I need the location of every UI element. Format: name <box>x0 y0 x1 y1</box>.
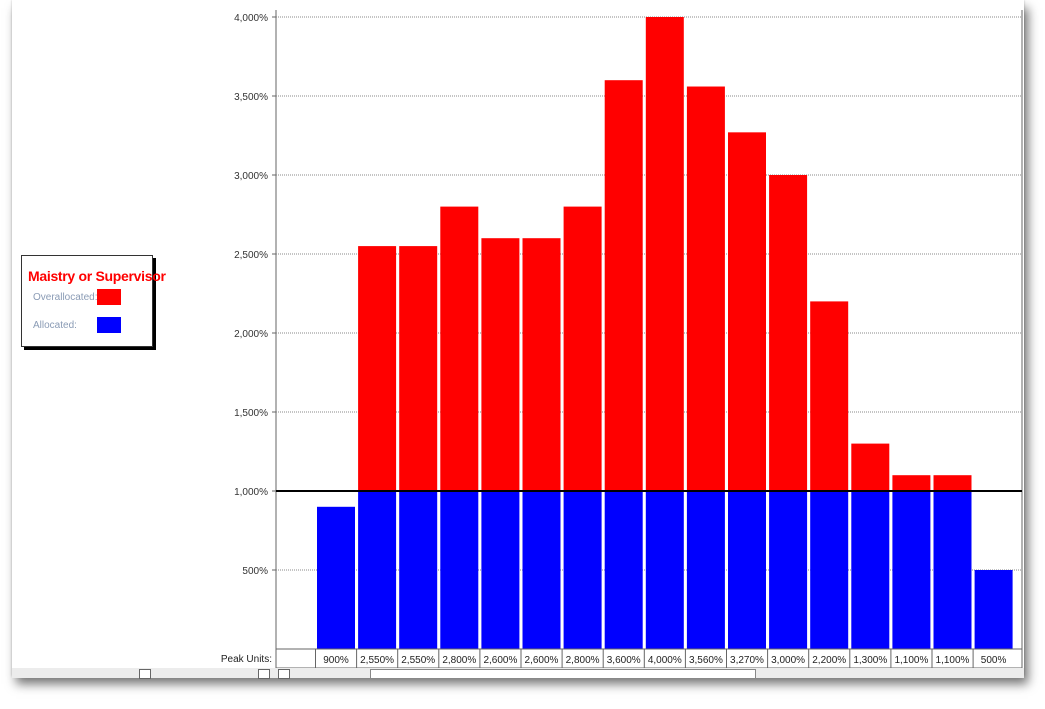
peak-units-value: 1,100% <box>894 655 928 666</box>
bar-overallocated <box>645 17 684 491</box>
bar-allocated <box>974 570 1013 649</box>
bar-allocated <box>481 491 520 649</box>
peak-units-value: 2,800% <box>442 655 476 666</box>
bar-allocated <box>645 491 684 649</box>
peak-units-value: 3,560% <box>689 655 723 666</box>
legend-overallocated-label: Overallocated: <box>33 292 98 303</box>
bar-allocated <box>851 491 890 649</box>
peak-units-value: 500% <box>981 655 1007 666</box>
y-tick-label: 1,000% <box>234 487 268 498</box>
bar-allocated <box>686 491 725 649</box>
legend-title: Maistry or Supervisor <box>28 268 166 284</box>
bar-overallocated <box>933 475 972 491</box>
y-tick-label: 2,500% <box>234 250 268 261</box>
peak-units-value: 1,100% <box>936 655 970 666</box>
peak-units-label: Peak Units: <box>221 654 272 665</box>
peak-units-value: 2,550% <box>401 655 435 666</box>
peak-units-value: 1,300% <box>853 655 887 666</box>
bar-overallocated <box>892 475 931 491</box>
bar-allocated <box>810 491 849 649</box>
y-tick-label: 3,000% <box>234 171 268 182</box>
bar-allocated <box>933 491 972 649</box>
bar-allocated <box>358 491 397 649</box>
scroll-left-arrow[interactable] <box>139 669 151 679</box>
peak-units-value: 2,550% <box>360 655 394 666</box>
peak-units-value: 900% <box>323 655 349 666</box>
legend: Maistry or Supervisor Overallocated: All… <box>21 255 166 347</box>
bar-allocated <box>728 491 766 649</box>
peak-units-value: 2,600% <box>525 655 559 666</box>
scroll-right-arrow[interactable] <box>258 669 270 679</box>
bar-overallocated <box>440 206 479 491</box>
bar-overallocated <box>810 301 849 491</box>
bar-overallocated <box>604 80 643 491</box>
scroll-thumb[interactable] <box>370 669 756 679</box>
bar-overallocated <box>481 238 520 491</box>
legend-allocated-swatch <box>97 317 121 333</box>
peak-units-value: 3,600% <box>607 655 641 666</box>
bar-overallocated <box>686 86 725 492</box>
bar-allocated <box>604 491 643 649</box>
peak-units-value: 3,270% <box>730 655 764 666</box>
bar-allocated <box>522 491 561 649</box>
bar-allocated <box>892 491 931 649</box>
y-tick-label: 1,500% <box>234 408 268 419</box>
peak-units-value: 4,000% <box>648 655 682 666</box>
legend-overallocated-swatch <box>97 289 121 305</box>
bar-allocated <box>317 506 355 649</box>
peak-units-value: 3,000% <box>771 655 805 666</box>
y-tick-label: 3,500% <box>234 92 268 103</box>
y-tick-label: 500% <box>242 566 268 577</box>
bar-allocated <box>399 491 438 649</box>
bar-allocated <box>440 491 479 649</box>
peak-units-value: 2,800% <box>566 655 600 666</box>
y-tick-label: 4,000% <box>234 13 268 24</box>
peak-units-value: 2,600% <box>483 655 517 666</box>
bar-overallocated <box>769 175 808 491</box>
bar-overallocated <box>851 443 890 491</box>
legend-allocated-label: Allocated: <box>33 320 77 331</box>
bar-allocated <box>769 491 808 649</box>
y-tick-label: 2,000% <box>234 329 268 340</box>
bar-overallocated <box>358 246 397 491</box>
bar-overallocated <box>399 246 438 491</box>
bar-overallocated <box>563 206 602 491</box>
bar-allocated <box>563 491 602 649</box>
peak-units-value: 2,200% <box>812 655 846 666</box>
bar-overallocated <box>522 238 561 491</box>
bar-overallocated <box>728 132 766 491</box>
chart-scroll-left-arrow[interactable] <box>278 669 290 679</box>
